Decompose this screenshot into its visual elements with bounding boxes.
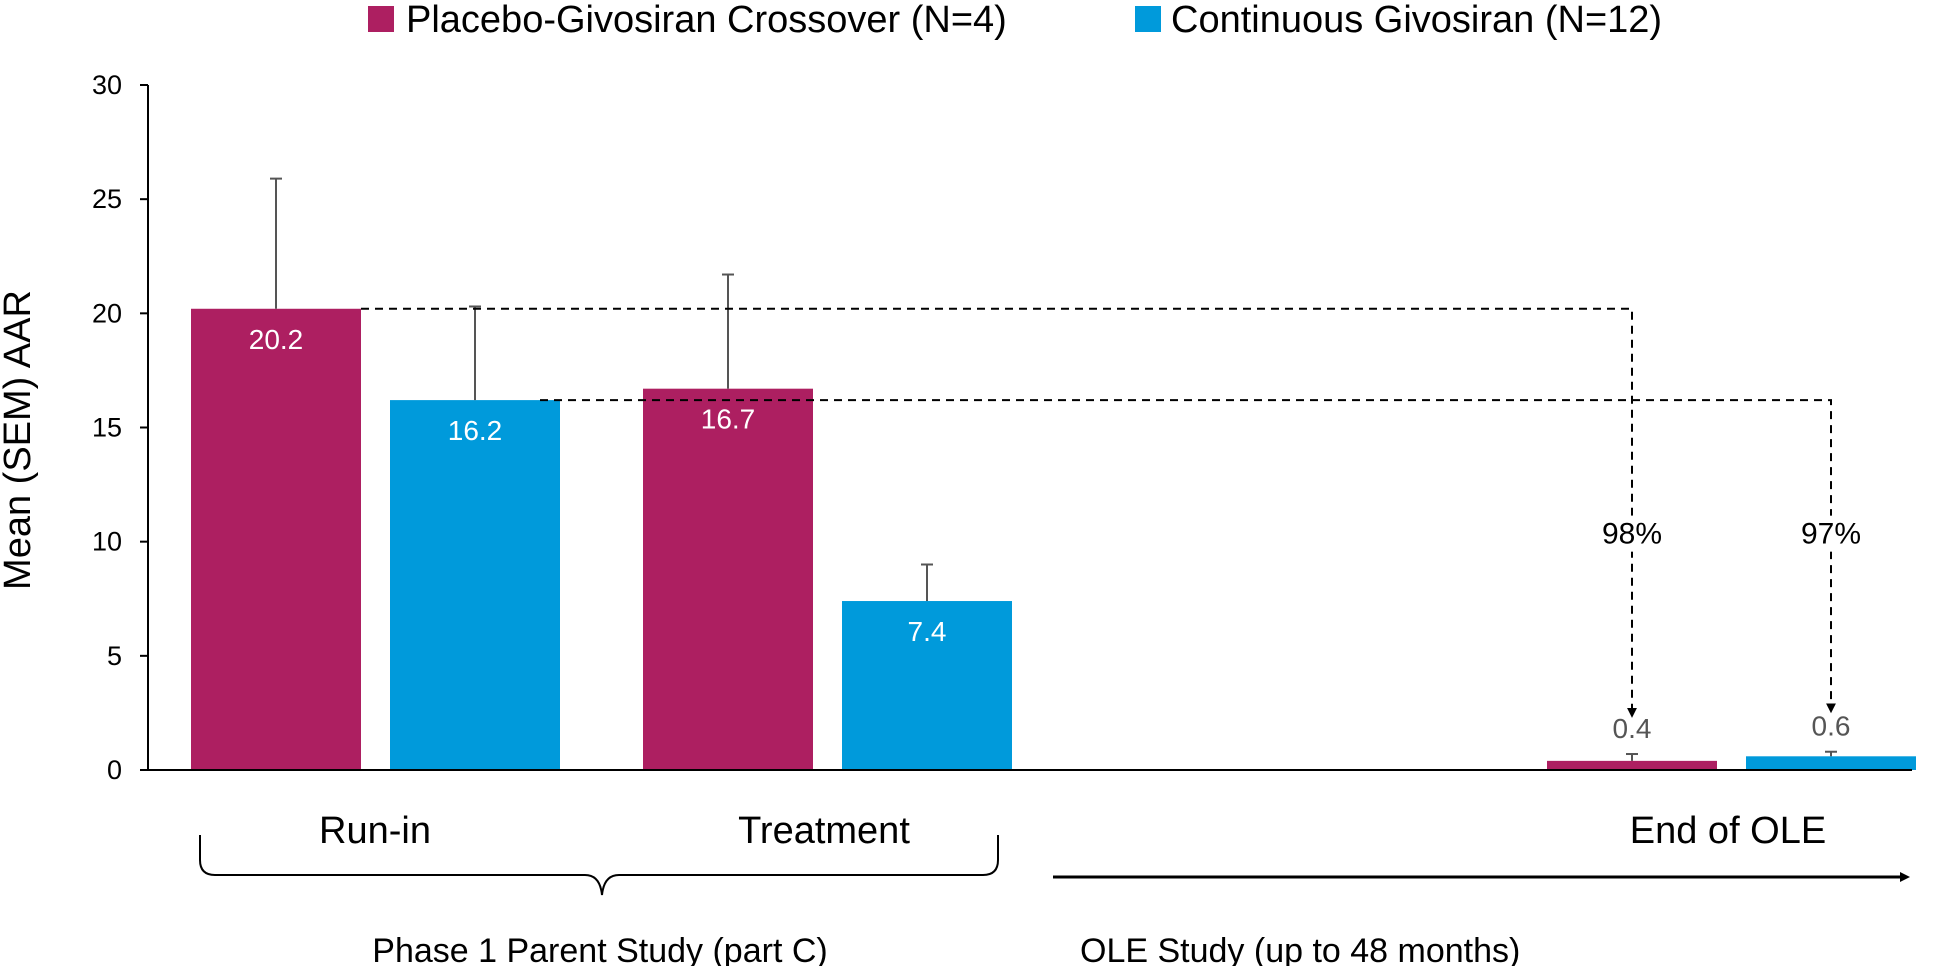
bar-value-label: 0.4	[1613, 713, 1652, 744]
reduction-annotations: 98% 97%	[361, 307, 1867, 718]
y-axis: 0 5 10 15 20 25 30	[92, 70, 148, 785]
ole-study-label: OLE Study (up to 48 months)	[1080, 932, 1520, 966]
bar	[1746, 756, 1916, 770]
bar-value-label: 0.6	[1812, 711, 1851, 742]
legend-swatch-placebo	[368, 6, 394, 32]
bar-value-label: 16.2	[448, 415, 503, 446]
y-tick-label: 0	[107, 755, 122, 785]
legend-label-placebo: Placebo-Givosiran Crossover (N=4)	[406, 0, 1007, 41]
y-tick-label: 25	[92, 184, 122, 214]
bar-value-label: 16.7	[701, 404, 756, 435]
y-tick-label: 30	[92, 70, 122, 100]
parent-study-label: Phase 1 Parent Study (part C)	[372, 932, 827, 966]
bar-value-label: 20.2	[249, 324, 304, 355]
legend: Placebo-Givosiran Crossover (N=4) Contin…	[368, 0, 1662, 41]
category-label-run-in: Run-in	[319, 810, 431, 852]
reduction-label-bg	[1795, 515, 1867, 552]
legend-label-continuous: Continuous Givosiran (N=12)	[1171, 0, 1662, 41]
reduction-label: 98%	[1602, 518, 1662, 551]
reduction-label-bg	[1596, 515, 1668, 552]
y-axis-title: Mean (SEM) AAR	[0, 290, 39, 590]
y-tick-label: 5	[107, 641, 122, 671]
y-tick-label: 15	[92, 413, 122, 443]
y-tick-label: 10	[92, 527, 122, 557]
y-tick-label: 20	[92, 298, 122, 328]
bars: 20.2 16.7 0.4 16.2 7.4 0.6	[191, 177, 1916, 770]
reduction-arrow	[361, 307, 1637, 718]
bar	[1547, 760, 1717, 770]
reduction-arrow	[540, 399, 1836, 714]
category-label-end-of-ole: End of OLE	[1630, 810, 1826, 852]
category-label-treatment: Treatment	[738, 810, 910, 852]
parent-study-brace	[199, 835, 999, 896]
bar-value-label: 7.4	[908, 616, 947, 647]
bar	[643, 388, 813, 770]
bar	[842, 601, 1012, 770]
bar	[390, 400, 560, 770]
bar	[191, 308, 361, 770]
reduction-label: 97%	[1801, 518, 1861, 551]
legend-swatch-continuous	[1135, 6, 1161, 32]
